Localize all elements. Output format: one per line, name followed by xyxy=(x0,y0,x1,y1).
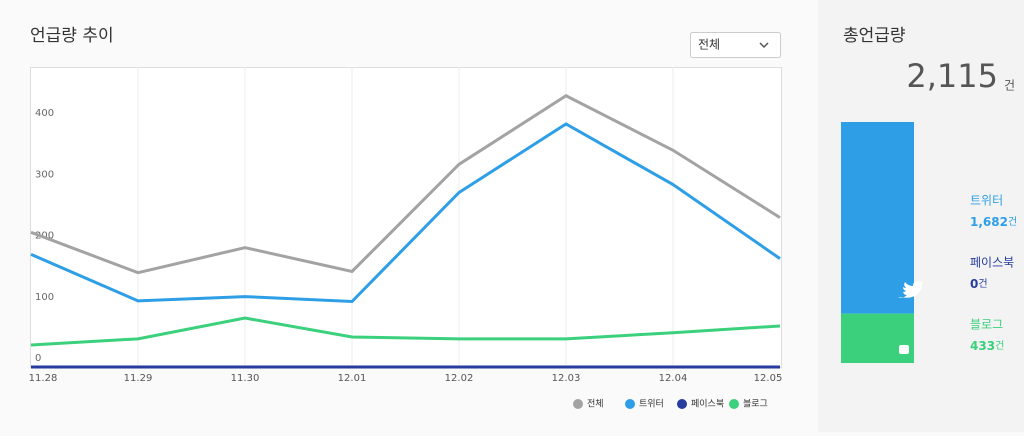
legend-swatch xyxy=(677,399,687,409)
series-line xyxy=(30,122,781,304)
dropdown-label: 전체 xyxy=(698,38,720,52)
y-tick-label: 100 xyxy=(35,292,54,303)
twitter-icon xyxy=(898,281,924,298)
total-unit: 건 xyxy=(1004,79,1015,93)
y-tick-label: 0 xyxy=(35,353,41,364)
legend-swatch xyxy=(625,399,635,409)
x-tick-label: 12.05 xyxy=(754,373,783,384)
series-name: 블로그 xyxy=(970,318,1003,332)
legend-label: 페이스북 xyxy=(691,399,724,410)
summary-title: 총언급량 xyxy=(843,26,906,46)
x-tick-label: 11.30 xyxy=(231,373,260,384)
y-tick-label: 300 xyxy=(35,169,54,180)
unit: 건 xyxy=(995,340,1004,352)
value-label: 0 xyxy=(970,277,978,291)
unit: 건 xyxy=(978,278,987,290)
total-value: 2,115 xyxy=(906,57,998,95)
legend-swatch xyxy=(573,399,583,409)
x-tick-label: 12.03 xyxy=(552,373,581,384)
series-name: 페이스북 xyxy=(970,256,1014,270)
value-label: 1,682 xyxy=(970,215,1008,229)
blog-icon xyxy=(899,345,909,354)
x-tick-label: 12.02 xyxy=(445,373,474,384)
value-label: 433 xyxy=(970,339,995,353)
dropdown[interactable]: 전체 xyxy=(690,32,781,58)
x-tick-label: 11.29 xyxy=(124,373,153,384)
legend-label: 트위터 xyxy=(639,399,664,410)
series-value: 1,682건 xyxy=(970,215,1017,229)
series-value: 0건 xyxy=(970,277,988,291)
series-line xyxy=(30,94,781,275)
series-line xyxy=(30,316,781,347)
bar-segment xyxy=(841,313,914,363)
y-tick-label: 400 xyxy=(35,108,54,119)
unit: 건 xyxy=(1008,216,1017,228)
legend-label: 블로그 xyxy=(743,399,768,410)
panel-title: 언급량 추이 xyxy=(30,26,114,46)
legend-label: 전체 xyxy=(587,399,604,410)
chevron xyxy=(759,42,769,49)
dropdown-box[interactable] xyxy=(690,32,781,58)
bar-segment xyxy=(841,122,914,314)
series-value: 433건 xyxy=(970,339,1004,353)
line-chart: 11.28 11.29 11.30 12.01 12.02 12.03 12.04 12.05… xyxy=(29,67,783,410)
x-tick-label: 11.28 xyxy=(29,373,58,384)
legend-swatch xyxy=(729,399,739,409)
x-tick-label: 12.01 xyxy=(338,373,367,384)
series-name: 트위터 xyxy=(970,194,1003,208)
x-tick-label: 12.04 xyxy=(659,373,688,384)
